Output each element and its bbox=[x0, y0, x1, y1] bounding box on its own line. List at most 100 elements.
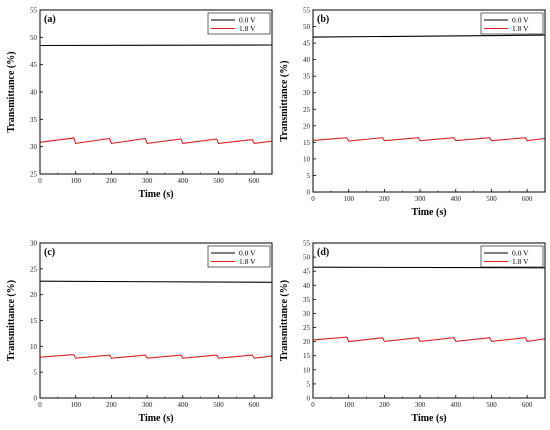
y-tick-label: 50 bbox=[303, 23, 311, 31]
plot-frame bbox=[312, 242, 546, 399]
y-tick-label: 35 bbox=[303, 296, 311, 304]
series-line-0-0-V bbox=[39, 44, 273, 47]
y-tick-label: 55 bbox=[303, 240, 311, 248]
legend-entry: 0.0 V bbox=[239, 16, 256, 25]
y-axis-label: Transmittance (%) bbox=[279, 280, 290, 361]
y-tick-label: 5 bbox=[307, 172, 311, 180]
y-tick-label: 25 bbox=[303, 324, 311, 332]
panel-label: (b) bbox=[317, 14, 329, 25]
series-line-1-8-V bbox=[312, 336, 546, 343]
series-line-0-0-V bbox=[39, 280, 273, 283]
x-axis-label: Time (s) bbox=[411, 207, 446, 218]
x-tick-label: 600 bbox=[249, 401, 260, 409]
x-tick-label: 100 bbox=[70, 401, 81, 409]
legend: 0.0 V1.8 V bbox=[207, 12, 271, 35]
y-tick-label: 25 bbox=[303, 106, 311, 114]
x-tick-label: 500 bbox=[213, 401, 224, 409]
x-axis-label: Time (s) bbox=[138, 189, 173, 200]
y-tick-label: 30 bbox=[303, 89, 311, 97]
series-line-0-0-V bbox=[312, 34, 546, 38]
x-tick-label: 300 bbox=[142, 177, 153, 185]
y-tick-label: 55 bbox=[303, 7, 311, 15]
x-tick-label: 100 bbox=[343, 401, 354, 409]
y-tick-label: 45 bbox=[30, 61, 38, 69]
y-tick-label: 20 bbox=[30, 291, 38, 299]
legend-entry: 1.8 V bbox=[512, 24, 529, 33]
y-tick-label: 0 bbox=[307, 395, 311, 403]
x-tick-label: 0 bbox=[311, 195, 315, 203]
y-tick-label: 30 bbox=[303, 310, 311, 318]
x-tick-label: 600 bbox=[249, 177, 260, 185]
x-tick-label: 400 bbox=[178, 177, 189, 185]
chart-panel-2: 0 100 200 300 400 500 600 0 5 10 15 20 25 30 Time (s) T… bbox=[6, 240, 273, 424]
x-tick-label: 300 bbox=[415, 195, 426, 203]
y-tick-label: 0 bbox=[34, 395, 38, 403]
legend: 0.0 V1.8 V bbox=[480, 12, 544, 35]
legend: 0.0 V1.8 V bbox=[207, 245, 271, 268]
legend-entry: 1.8 V bbox=[239, 257, 256, 266]
y-axis-label: Transmittance (%) bbox=[6, 51, 17, 132]
series-line-1-8-V bbox=[312, 137, 546, 142]
x-tick-label: 500 bbox=[213, 177, 224, 185]
x-tick-label: 400 bbox=[451, 195, 462, 203]
y-tick-label: 0 bbox=[307, 189, 311, 197]
x-tick-label: 300 bbox=[142, 401, 153, 409]
y-tick-label: 40 bbox=[303, 282, 311, 290]
legend-entry: 1.8 V bbox=[239, 24, 256, 33]
y-tick-label: 30 bbox=[30, 143, 38, 151]
y-tick-label: 25 bbox=[30, 265, 38, 273]
series-line-1-8-V bbox=[39, 137, 273, 145]
y-tick-label: 50 bbox=[303, 254, 311, 262]
series-line-0-0-V bbox=[312, 266, 546, 269]
x-tick-label: 500 bbox=[486, 401, 497, 409]
x-tick-label: 0 bbox=[38, 401, 42, 409]
x-tick-label: 100 bbox=[70, 177, 81, 185]
panel-label: (c) bbox=[44, 247, 55, 258]
y-tick-label: 10 bbox=[303, 155, 311, 163]
x-tick-label: 600 bbox=[522, 195, 533, 203]
panel-label: (d) bbox=[317, 247, 329, 258]
x-tick-label: 300 bbox=[415, 401, 426, 409]
chart-panel-0: 0 100 200 300 400 500 600 25 30 35 40 45 50 55 Time (s… bbox=[6, 7, 273, 200]
x-tick-label: 0 bbox=[38, 177, 42, 185]
y-tick-label: 45 bbox=[303, 40, 311, 48]
y-tick-label: 40 bbox=[303, 56, 311, 64]
x-tick-label: 600 bbox=[522, 401, 533, 409]
panel-label: (a) bbox=[44, 14, 56, 25]
legend-entry: 0.0 V bbox=[239, 249, 256, 258]
x-tick-label: 0 bbox=[311, 401, 315, 409]
y-tick-label: 50 bbox=[30, 34, 38, 42]
y-tick-label: 20 bbox=[303, 122, 311, 130]
series-line-1-8-V bbox=[39, 354, 273, 359]
chart-panel-1: 0 100 200 300 400 500 600 0 5 10 15 20 25 30 35 40 45 50 5… bbox=[279, 7, 546, 218]
x-tick-label: 500 bbox=[486, 195, 497, 203]
x-tick-label: 400 bbox=[451, 401, 462, 409]
y-tick-label: 15 bbox=[30, 317, 38, 325]
y-tick-label: 15 bbox=[303, 352, 311, 360]
x-tick-label: 200 bbox=[379, 195, 390, 203]
y-tick-label: 10 bbox=[303, 366, 311, 374]
y-tick-label: 40 bbox=[30, 89, 38, 97]
chart-panel-3: 0 100 200 300 400 500 600 0 5 10 15 20 25 30 35 40 45 50 5… bbox=[279, 240, 546, 424]
x-tick-label: 400 bbox=[178, 401, 189, 409]
x-tick-label: 200 bbox=[106, 177, 117, 185]
y-tick-label: 35 bbox=[303, 73, 311, 81]
x-tick-label: 100 bbox=[343, 195, 354, 203]
y-tick-label: 25 bbox=[30, 171, 38, 179]
x-tick-label: 200 bbox=[106, 401, 117, 409]
y-tick-label: 45 bbox=[303, 268, 311, 276]
x-axis-label: Time (s) bbox=[138, 413, 173, 424]
y-axis-label: Transmittance (%) bbox=[279, 60, 290, 141]
y-tick-label: 35 bbox=[30, 116, 38, 124]
y-tick-label: 20 bbox=[303, 338, 311, 346]
legend-entry: 0.0 V bbox=[512, 16, 529, 25]
y-tick-label: 55 bbox=[30, 7, 38, 15]
x-tick-label: 200 bbox=[379, 401, 390, 409]
plot-frame bbox=[39, 9, 273, 175]
y-axis-label: Transmittance (%) bbox=[6, 280, 17, 361]
legend-entry: 1.8 V bbox=[512, 257, 529, 266]
y-tick-label: 15 bbox=[303, 139, 311, 147]
y-tick-label: 30 bbox=[30, 240, 38, 248]
legend-entry: 0.0 V bbox=[512, 249, 529, 258]
